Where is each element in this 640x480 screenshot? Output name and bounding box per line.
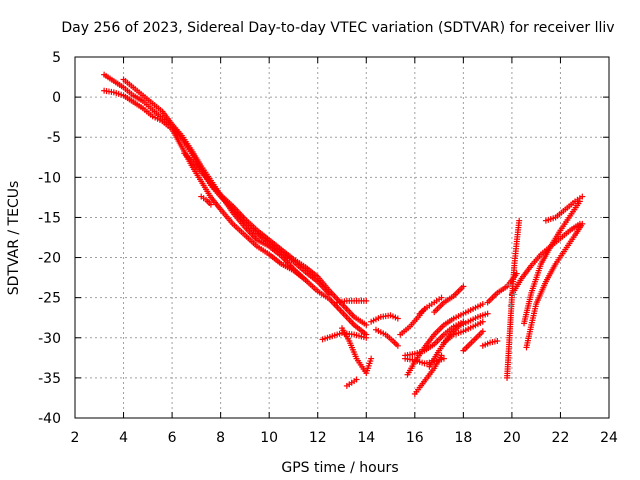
series-track-k bbox=[372, 326, 401, 349]
x-tick-label: 10 bbox=[260, 430, 278, 446]
series-track-z bbox=[523, 220, 586, 351]
series-track-w bbox=[484, 270, 520, 306]
series-track-h bbox=[339, 325, 375, 377]
data-point bbox=[394, 315, 401, 322]
data-point bbox=[507, 302, 514, 309]
y-axis-title: SDTVAR / TECUs bbox=[6, 181, 22, 296]
data-point bbox=[494, 337, 501, 344]
data-point bbox=[207, 201, 214, 208]
x-tick-label: 16 bbox=[406, 430, 424, 446]
grid-lines bbox=[75, 57, 609, 418]
series-track-s bbox=[431, 283, 467, 316]
x-axis-title: GPS time / hours bbox=[281, 460, 398, 476]
x-tick-label: 12 bbox=[309, 430, 327, 446]
x-tick-label: 22 bbox=[552, 430, 570, 446]
data-marks bbox=[101, 71, 586, 397]
series-track-d bbox=[181, 150, 370, 338]
data-point bbox=[363, 297, 370, 304]
y-tick-label: -20 bbox=[38, 251, 61, 267]
x-tick-label: 24 bbox=[600, 430, 618, 446]
series-track-x bbox=[504, 217, 523, 381]
axes: 2 4 6 8 10 12 14 16 18 20 22 2450-5-10-15-20-25-30-… bbox=[38, 50, 618, 446]
series-track-aa bbox=[508, 220, 583, 298]
data-point bbox=[394, 342, 401, 349]
y-tick-label: -15 bbox=[38, 210, 61, 226]
x-tick-label: 18 bbox=[454, 430, 472, 446]
data-point bbox=[506, 281, 513, 288]
x-tick-label: 20 bbox=[503, 430, 521, 446]
y-tick-label: -5 bbox=[47, 130, 61, 146]
data-point bbox=[460, 283, 467, 290]
x-tick-label: 2 bbox=[71, 430, 80, 446]
data-point bbox=[440, 355, 447, 362]
series-track-ab bbox=[542, 193, 586, 224]
series-track-o bbox=[404, 301, 486, 378]
data-point bbox=[368, 355, 375, 362]
data-point bbox=[576, 220, 583, 227]
x-tick-label: 14 bbox=[357, 430, 375, 446]
y-tick-label: 5 bbox=[52, 50, 61, 66]
y-tick-label: -35 bbox=[38, 371, 61, 387]
y-tick-label: -30 bbox=[38, 331, 61, 347]
data-point bbox=[363, 334, 370, 341]
series-track-v bbox=[479, 337, 501, 349]
data-point bbox=[484, 310, 491, 317]
data-point bbox=[363, 321, 370, 328]
data-point bbox=[513, 270, 520, 277]
series-track-r bbox=[440, 318, 486, 346]
x-tick-label: 6 bbox=[168, 430, 177, 446]
data-point bbox=[511, 291, 518, 298]
series-track-u bbox=[460, 328, 486, 354]
x-tick-label: 8 bbox=[216, 430, 225, 446]
series-track-p bbox=[411, 352, 445, 397]
series-track-n bbox=[402, 318, 467, 359]
series-track-i bbox=[343, 376, 360, 389]
y-tick-label: -40 bbox=[38, 411, 61, 427]
series-track-g bbox=[334, 297, 370, 306]
x-tick-label: 4 bbox=[119, 430, 128, 446]
data-point bbox=[516, 217, 523, 224]
data-point bbox=[479, 301, 486, 308]
series-track-t bbox=[416, 294, 445, 317]
y-tick-label: 0 bbox=[52, 90, 61, 106]
data-point bbox=[438, 294, 445, 301]
data-point bbox=[479, 328, 486, 335]
chart-title: Day 256 of 2023, Sidereal Day-to-day VTE… bbox=[61, 20, 614, 36]
data-point bbox=[479, 318, 486, 325]
plot-frame bbox=[74, 56, 610, 419]
data-point bbox=[438, 352, 445, 359]
series-track-e bbox=[198, 193, 214, 208]
data-point bbox=[579, 193, 586, 200]
data-point bbox=[353, 376, 360, 383]
series-track-j bbox=[368, 312, 401, 325]
series-track-f bbox=[319, 329, 370, 343]
y-tick-label: -25 bbox=[38, 291, 61, 307]
y-tick-label: -10 bbox=[38, 170, 61, 186]
